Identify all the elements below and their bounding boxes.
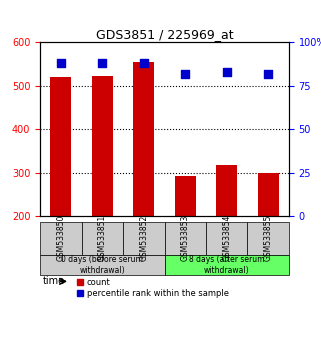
FancyBboxPatch shape [165, 222, 206, 255]
Text: GSM533853: GSM533853 [181, 215, 190, 262]
Bar [258, 173, 279, 216]
Text: time: time [43, 276, 65, 286]
Title: GDS3851 / 225969_at: GDS3851 / 225969_at [96, 28, 233, 41]
FancyBboxPatch shape [165, 255, 289, 275]
Text: GSM533851: GSM533851 [98, 215, 107, 261]
Text: GSM533855: GSM533855 [264, 215, 273, 262]
FancyBboxPatch shape [40, 255, 165, 275]
Point [141, 61, 146, 66]
Text: GSM533850: GSM533850 [56, 215, 65, 262]
Bar [50, 77, 71, 216]
Bar [175, 177, 195, 216]
Bar [92, 76, 113, 216]
Bar [134, 62, 154, 216]
FancyBboxPatch shape [82, 222, 123, 255]
Text: GSM533852: GSM533852 [139, 215, 148, 261]
Text: GSM533854: GSM533854 [222, 215, 231, 262]
Point [224, 69, 229, 75]
Text: 0 days (before serum
withdrawal): 0 days (before serum withdrawal) [61, 255, 143, 275]
FancyBboxPatch shape [247, 222, 289, 255]
FancyBboxPatch shape [40, 222, 82, 255]
Point [100, 61, 105, 66]
FancyBboxPatch shape [206, 222, 247, 255]
Legend: count, percentile rank within the sample: count, percentile rank within the sample [77, 278, 229, 298]
Point [58, 61, 64, 66]
FancyBboxPatch shape [123, 222, 165, 255]
Bar [216, 165, 237, 216]
Point [183, 71, 188, 76]
Point [265, 71, 271, 76]
Text: 8 days (after serum
withdrawal): 8 days (after serum withdrawal) [189, 255, 265, 275]
